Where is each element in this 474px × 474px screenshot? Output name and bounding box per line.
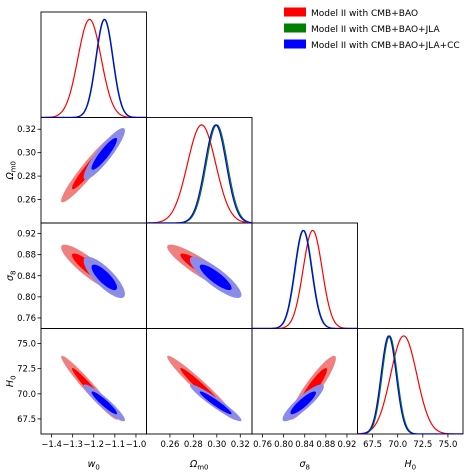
x-axis-label-H0: H0 bbox=[404, 459, 416, 472]
contour-68-2-s8-w0 bbox=[91, 264, 118, 291]
marginal-curve-0-Om0 bbox=[146, 124, 252, 223]
x-tick-label-s8-4: 0.92 bbox=[337, 440, 356, 450]
marginal-panel-w0 bbox=[41, 18, 147, 118]
marginal-panel-s8 bbox=[252, 229, 358, 329]
x-tick-label-w0-4: −1.0 bbox=[126, 440, 147, 450]
y-tick-label-H0-1: 70.0 bbox=[17, 390, 36, 400]
legend-swatch-1 bbox=[284, 23, 306, 33]
contour-panel-H0-w0 bbox=[61, 355, 125, 422]
x-tick-label-s8-1: 0.80 bbox=[274, 440, 293, 450]
panel-frame-w0-w0 bbox=[40, 11, 147, 118]
panel-frame-H0-w0 bbox=[40, 328, 147, 435]
y-tick-label-Om0-1: 0.28 bbox=[17, 172, 36, 182]
x-axis-label-Om0: Ωm0 bbox=[189, 459, 209, 472]
x-tick-label-w0-2: −1.2 bbox=[83, 440, 104, 450]
y-tick-label-s8-0: 0.76 bbox=[17, 314, 36, 324]
marginal-panel-Om0 bbox=[146, 124, 252, 223]
marginal-curve-2-Om0 bbox=[146, 124, 252, 223]
y-tick-label-s8-2: 0.84 bbox=[17, 272, 36, 282]
marginal-curve-2-s8 bbox=[252, 229, 358, 329]
x-tick-label-H0-2: 72.5 bbox=[413, 440, 432, 450]
x-tick-label-w0-3: −1.1 bbox=[105, 440, 126, 450]
marginal-curve-2-w0 bbox=[41, 18, 147, 118]
y-tick-label-s8-1: 0.80 bbox=[17, 293, 36, 303]
x-axis-label-w0: w0 bbox=[88, 459, 100, 472]
y-tick-label-H0-2: 72.5 bbox=[17, 365, 36, 375]
marginal-curve-0-w0 bbox=[41, 18, 147, 118]
x-axis-label-s8: σ8 bbox=[300, 459, 311, 472]
marginal-panel-H0 bbox=[357, 335, 463, 434]
contour-panel-s8-w0 bbox=[61, 244, 125, 298]
x-tick-label-w0-0: −1.4 bbox=[41, 440, 62, 450]
marginal-curve-1-H0 bbox=[357, 335, 463, 434]
contour-panel-Om0-w0 bbox=[61, 128, 125, 203]
panel-frame-H0-s8 bbox=[251, 328, 358, 435]
y-tick-label-H0-3: 75.0 bbox=[17, 340, 36, 350]
legend-label-0: Model II with CMB+BAO bbox=[311, 9, 418, 19]
x-tick-label-Om0-0: 0.26 bbox=[160, 440, 179, 450]
x-tick-label-w0-1: −1.3 bbox=[62, 440, 83, 450]
marginal-curve-1-s8 bbox=[252, 229, 358, 329]
marginal-curve-1-Om0 bbox=[146, 124, 252, 223]
marginal-curve-2-H0 bbox=[357, 335, 463, 434]
x-tick-label-s8-3: 0.88 bbox=[316, 440, 335, 450]
y-tick-label-H0-0: 67.5 bbox=[17, 415, 36, 425]
x-tick-label-Om0-3: 0.32 bbox=[231, 440, 250, 450]
x-tick-label-Om0-1: 0.28 bbox=[184, 440, 203, 450]
contour-68-2-H0-Om0 bbox=[199, 391, 232, 415]
marginal-curve-0-H0 bbox=[357, 335, 463, 434]
contour-68-2-H0-s8 bbox=[290, 391, 316, 415]
legend-swatch-2 bbox=[284, 39, 306, 49]
x-tick-label-s8-0: 0.76 bbox=[253, 440, 272, 450]
legend-swatch-0 bbox=[284, 7, 306, 17]
panel-frame-H0-H0 bbox=[357, 328, 464, 435]
contour-68-2-H0-w0 bbox=[91, 391, 118, 415]
y-tick-label-Om0-2: 0.30 bbox=[17, 149, 36, 159]
x-tick-label-H0-3: 75.0 bbox=[438, 440, 457, 450]
y-axis-label-Om0: Ωm0 bbox=[5, 161, 18, 181]
marginal-curve-0-s8 bbox=[252, 229, 358, 329]
y-tick-label-s8-4: 0.92 bbox=[17, 230, 36, 240]
contour-68-2-s8-Om0 bbox=[199, 264, 232, 291]
contour-68-2-Om0-w0 bbox=[91, 137, 118, 170]
panel-frame-s8-s8 bbox=[251, 222, 358, 329]
y-tick-label-Om0-0: 0.26 bbox=[17, 196, 36, 206]
x-tick-label-H0-0: 67.5 bbox=[363, 440, 382, 450]
y-axis-label-H0: H0 bbox=[5, 375, 18, 387]
x-tick-label-s8-2: 0.84 bbox=[295, 440, 314, 450]
contour-panel-H0-Om0 bbox=[167, 355, 242, 422]
x-tick-label-H0-1: 70.0 bbox=[388, 440, 407, 450]
y-tick-label-s8-3: 0.88 bbox=[17, 251, 36, 261]
x-tick-label-Om0-2: 0.30 bbox=[207, 440, 226, 450]
contour-panel-H0-s8 bbox=[282, 355, 336, 422]
y-tick-label-Om0-3: 0.32 bbox=[17, 125, 36, 135]
legend-label-2: Model II with CMB+BAO+JLA+CC bbox=[311, 41, 460, 51]
y-axis-label-s8: σ8 bbox=[5, 271, 18, 282]
contour-panel-s8-Om0 bbox=[167, 244, 242, 298]
legend-label-1: Model II with CMB+BAO+JLA bbox=[311, 25, 440, 35]
